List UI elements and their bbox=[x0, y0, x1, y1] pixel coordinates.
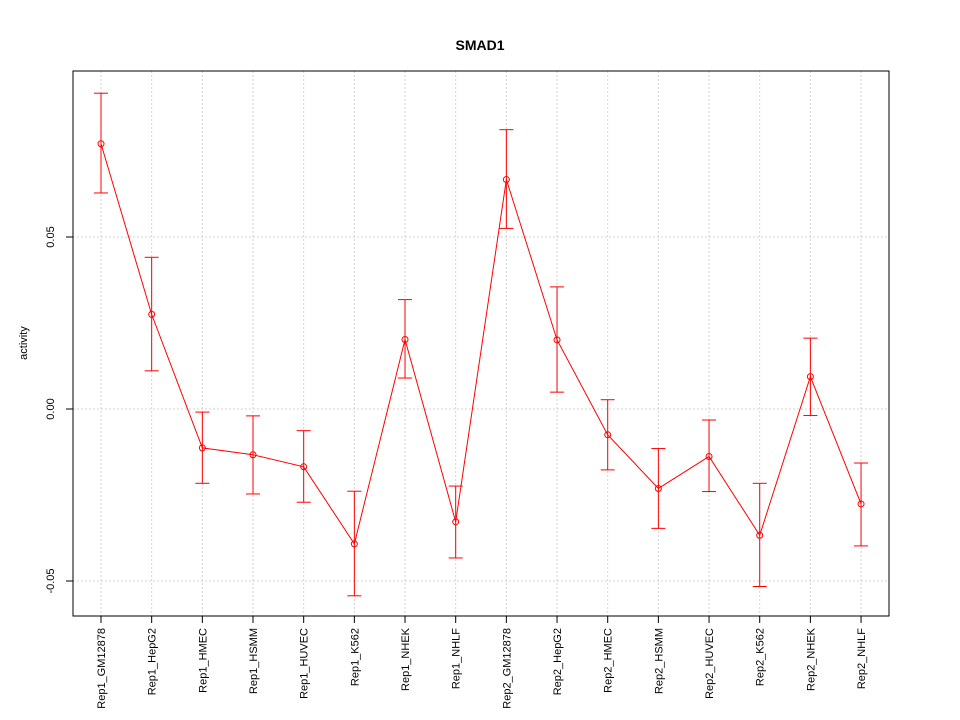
data-point bbox=[553, 336, 561, 344]
chart-title: SMAD1 bbox=[455, 37, 504, 53]
x-tick-label: Rep1_GM12878 bbox=[96, 628, 108, 709]
data-point bbox=[654, 484, 662, 492]
data-point bbox=[401, 336, 409, 344]
y-axis: -0.05 0.00 0.05 bbox=[45, 226, 73, 594]
series-line bbox=[100, 143, 862, 546]
data-point bbox=[452, 518, 460, 526]
x-tick-label: Rep2_GM12878 bbox=[501, 628, 513, 709]
y-tick-label: 0.05 bbox=[45, 226, 57, 247]
series bbox=[94, 92, 869, 597]
x-tick-label: Rep1_HSMM bbox=[248, 628, 260, 694]
data-point bbox=[249, 451, 257, 459]
data-point bbox=[857, 500, 865, 508]
y-axis-label: activity bbox=[18, 326, 30, 360]
x-tick-label: Rep1_HUVEC bbox=[299, 628, 311, 699]
data-point bbox=[756, 531, 764, 539]
y-tick-label: -0.05 bbox=[45, 568, 57, 593]
data-point bbox=[705, 452, 713, 460]
data-point bbox=[198, 444, 206, 452]
y-tick-label: 0.00 bbox=[45, 398, 57, 419]
plot-frame bbox=[72, 70, 890, 617]
data-point bbox=[148, 310, 156, 318]
x-tick-label: Rep2_NHLF bbox=[856, 628, 868, 689]
data-point bbox=[806, 373, 814, 381]
x-tick-label: Rep2_HMEC bbox=[603, 628, 615, 693]
x-tick-label: Rep2_HSMM bbox=[653, 628, 665, 694]
data-point bbox=[97, 140, 105, 148]
x-tick-label: Rep2_K562 bbox=[755, 628, 767, 686]
x-tick-label: Rep2_HepG2 bbox=[552, 628, 564, 695]
data-point bbox=[350, 540, 358, 548]
x-tick-label: Rep2_NHEK bbox=[805, 627, 817, 691]
x-tick-label: Rep1_HepG2 bbox=[147, 628, 159, 695]
data-point bbox=[502, 176, 510, 184]
data-point bbox=[300, 463, 308, 471]
x-tick-label: Rep2_HUVEC bbox=[704, 628, 716, 699]
grid bbox=[73, 71, 889, 616]
x-axis: Rep1_GM12878 Rep1_HepG2 Rep1_HMEC Rep1_HSMM… bbox=[96, 616, 868, 709]
x-tick-label: Rep1_NHEK bbox=[400, 627, 412, 691]
x-tick-label: Rep1_NHLF bbox=[451, 628, 463, 689]
x-tick-label: Rep1_K562 bbox=[349, 628, 361, 686]
x-tick-label: Rep1_HMEC bbox=[197, 628, 209, 693]
data-point bbox=[604, 431, 612, 439]
